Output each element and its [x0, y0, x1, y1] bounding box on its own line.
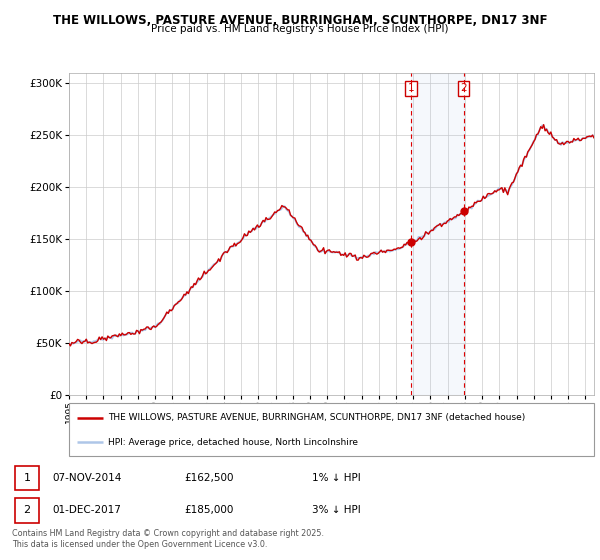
- FancyBboxPatch shape: [69, 403, 594, 456]
- Text: Price paid vs. HM Land Registry's House Price Index (HPI): Price paid vs. HM Land Registry's House …: [151, 24, 449, 34]
- FancyBboxPatch shape: [15, 466, 39, 491]
- Text: 01-DEC-2017: 01-DEC-2017: [52, 505, 121, 515]
- Text: 1: 1: [23, 473, 31, 483]
- Text: £162,500: £162,500: [185, 473, 234, 483]
- Text: 2: 2: [23, 505, 31, 515]
- Text: 1: 1: [407, 83, 414, 94]
- Text: 07-NOV-2014: 07-NOV-2014: [52, 473, 122, 483]
- Text: 1% ↓ HPI: 1% ↓ HPI: [311, 473, 360, 483]
- Text: £185,000: £185,000: [185, 505, 234, 515]
- Bar: [410, 73, 464, 395]
- Text: THE WILLOWS, PASTURE AVENUE, BURRINGHAM, SCUNTHORPE, DN17 3NF: THE WILLOWS, PASTURE AVENUE, BURRINGHAM,…: [53, 14, 547, 27]
- Text: 3% ↓ HPI: 3% ↓ HPI: [311, 505, 360, 515]
- Text: Contains HM Land Registry data © Crown copyright and database right 2025.
This d: Contains HM Land Registry data © Crown c…: [12, 529, 324, 549]
- Text: 2: 2: [460, 83, 467, 94]
- FancyBboxPatch shape: [15, 498, 39, 522]
- Text: HPI: Average price, detached house, North Lincolnshire: HPI: Average price, detached house, Nort…: [109, 437, 358, 446]
- Text: THE WILLOWS, PASTURE AVENUE, BURRINGHAM, SCUNTHORPE, DN17 3NF (detached house): THE WILLOWS, PASTURE AVENUE, BURRINGHAM,…: [109, 413, 526, 422]
